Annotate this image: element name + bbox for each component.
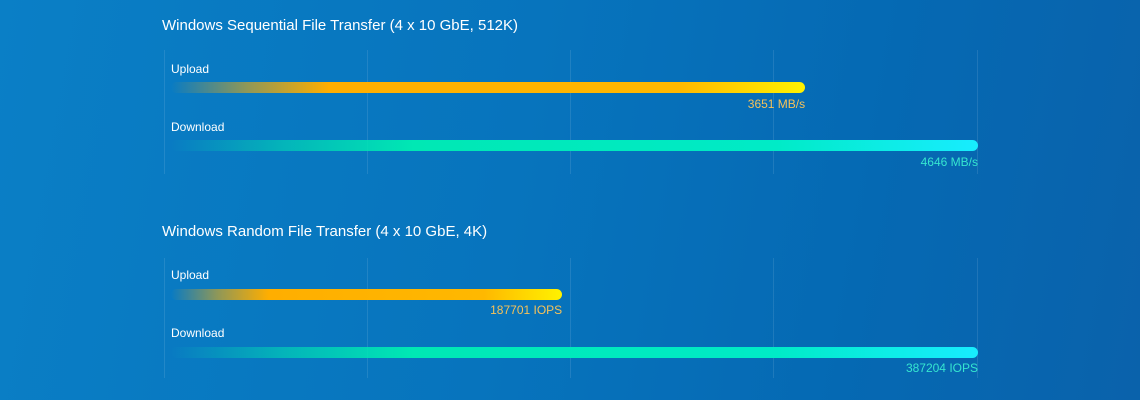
chart-title: Windows Random File Transfer (4 x 10 GbE… <box>162 223 488 240</box>
bar-track <box>171 82 978 93</box>
gridline <box>570 50 571 174</box>
bar-upload <box>171 82 806 93</box>
gridline <box>977 50 978 174</box>
bar-category-label: Download <box>171 326 225 340</box>
gridline <box>164 50 165 174</box>
bar-category-label: Upload <box>171 62 210 76</box>
bar-download <box>171 347 978 358</box>
bar-track <box>171 347 978 358</box>
bar-track <box>171 140 978 151</box>
gridline <box>164 258 165 378</box>
gridline <box>367 50 368 174</box>
bar-value-label: 3651 MB/s <box>747 97 806 111</box>
chart-grid <box>164 50 978 174</box>
bar-value-label: 187701 IOPS <box>490 303 563 317</box>
gridline <box>773 50 774 174</box>
bar-category-label: Upload <box>171 268 210 282</box>
bar-value-label: 387204 IOPS <box>905 361 978 375</box>
chart-title: Windows Sequential File Transfer (4 x 10… <box>162 17 519 34</box>
bar-track <box>171 289 978 300</box>
gridline <box>977 258 978 378</box>
bar-category-label: Download <box>171 120 225 134</box>
chart-random: Windows Random File Transfer (4 x 10 GbE… <box>0 200 1140 400</box>
chart-grid <box>164 258 978 378</box>
gridline <box>570 258 571 378</box>
gridline <box>367 258 368 378</box>
gridline <box>773 258 774 378</box>
bar-download <box>171 140 978 151</box>
bar-upload <box>171 289 563 300</box>
chart-sequential: Windows Sequential File Transfer (4 x 10… <box>162 17 978 174</box>
bar-value-label: 4646 MB/s <box>920 155 978 169</box>
